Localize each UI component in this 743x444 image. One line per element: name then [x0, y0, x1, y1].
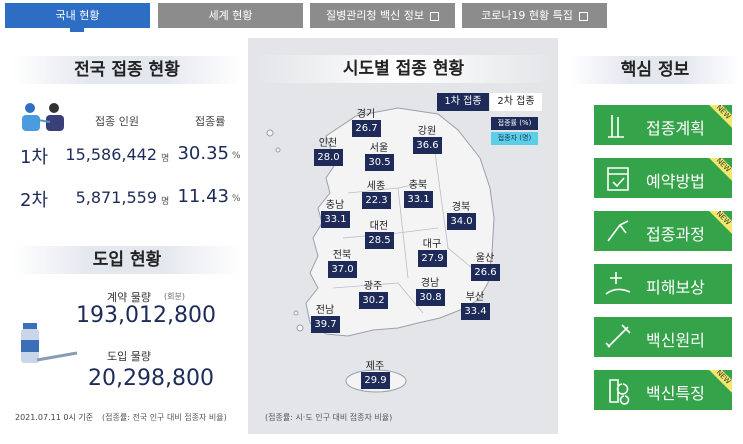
new-badge: NEW [703, 370, 732, 397]
nav-tab[interactable]: 국내 현황 [5, 3, 150, 28]
rate-unit: % [232, 151, 241, 161]
toggle-2nd[interactable]: 2차 접종 [490, 93, 542, 111]
regional-note: (접종률: 시·도 인구 대비 접종자 비율) [265, 413, 393, 422]
region-value: 30.8 [416, 289, 445, 306]
region-value: 39.7 [311, 316, 340, 333]
header-rate: 접종률 [195, 115, 226, 128]
button-label: 백신특징 [646, 384, 705, 403]
footer-date: 2021.07.11 0시 기준 [15, 413, 94, 422]
dose-rate: 11.43 [177, 186, 229, 207]
region-name: 세종 [366, 181, 386, 192]
button-label: 접종계획 [646, 119, 705, 138]
regional-title: 시도별 접종 현황 [255, 55, 552, 83]
region-name: 강원 [417, 126, 437, 137]
region-name: 경기 [356, 109, 376, 120]
button-icon [607, 167, 629, 191]
region-value: 28.5 [365, 232, 394, 249]
vaccinate-icon [22, 103, 64, 131]
dose-count: 15,586,442 [65, 145, 157, 164]
button-label: 피해보상 [646, 278, 705, 297]
dose-label: 2차 [20, 190, 49, 211]
button-icon [608, 115, 624, 138]
region-value: 30.2 [359, 292, 388, 309]
region-value: 36.6 [413, 137, 442, 154]
new-badge: NEW [703, 211, 732, 238]
national-title: 전국 접종 현황 [12, 56, 242, 84]
region-value: 22.3 [362, 192, 391, 209]
contract-label: 계약 물량 [107, 291, 151, 304]
region-value: 28.0 [314, 149, 343, 166]
key-info-button[interactable]: 접종계획 NEW [594, 105, 732, 145]
key-info-button[interactable]: 피해보상 [594, 264, 732, 304]
region-value: 27.9 [418, 250, 447, 267]
region-name: 충남 [325, 200, 345, 211]
supply-title: 도입 현황 [12, 246, 242, 274]
button-icon [609, 379, 630, 405]
key-info-button[interactable]: 백신원리 [594, 317, 732, 357]
legend-count: 접종자 (명) [491, 132, 538, 145]
contract-unit: (회분) [164, 292, 185, 301]
nav-tab[interactable]: 질병관리청 백신 정보 [310, 3, 455, 28]
region-value: 34.0 [447, 213, 476, 230]
region-name: 경북 [451, 202, 471, 213]
new-badge: NEW [703, 158, 732, 185]
external-icon [578, 11, 588, 21]
toggle-1st[interactable]: 1차 접종 [437, 93, 489, 111]
region-name: 경남 [420, 278, 440, 289]
region-value: 33.1 [321, 211, 350, 228]
button-label: 접종과정 [646, 225, 705, 244]
dose-label: 1차 [20, 147, 49, 168]
button-icon [605, 324, 631, 348]
key-info-button[interactable]: 접종과정 NEW [594, 211, 732, 251]
region-name: 울산 [475, 253, 495, 264]
header-count: 접종 인원 [95, 115, 139, 128]
tab-label: 국내 현황 [55, 9, 100, 22]
region-name: 제주 [365, 361, 385, 372]
vial-icon [21, 323, 78, 363]
button-label: 백신원리 [646, 331, 705, 350]
region-name: 광주 [363, 281, 383, 292]
button-label: 예약방법 [646, 172, 705, 191]
active-tab-marker [70, 28, 84, 32]
nav-tab[interactable]: 코로나19 현황 특집 [462, 3, 607, 28]
tab-label: 질병관리청 백신 정보 [325, 9, 425, 22]
region-name: 전북 [332, 250, 352, 261]
delivered-value: 20,298,800 [88, 366, 214, 391]
button-icon [607, 220, 629, 242]
footer-note: (접종률: 전국 인구 대비 접종자 비율) [102, 413, 227, 422]
delivered-label: 도입 물량 [107, 350, 151, 363]
region-value: 33.4 [461, 303, 490, 320]
tab-label: 코로나19 현황 특집 [481, 9, 573, 22]
region-value: 30.5 [365, 154, 394, 171]
button-icon [605, 272, 631, 295]
tab-label: 세계 현황 [208, 9, 253, 22]
external-icon [430, 11, 440, 21]
key-info-button[interactable]: 백신특징 NEW [594, 370, 732, 410]
region-name: 전남 [315, 305, 335, 316]
region-name: 서울 [369, 143, 389, 154]
dose-count: 5,871,559 [75, 188, 157, 207]
region-value: 29.9 [361, 372, 390, 389]
key-info-button[interactable]: 예약방법 NEW [594, 158, 732, 198]
region-name: 대전 [369, 221, 389, 232]
dose-rate: 30.35 [177, 143, 229, 164]
region-name: 인천 [318, 138, 338, 149]
region-name: 부산 [465, 292, 485, 303]
rate-unit: % [232, 194, 241, 204]
region-value: 26.6 [471, 264, 500, 281]
count-unit: 명 [161, 154, 170, 164]
new-badge: NEW [703, 105, 732, 132]
region-value: 33.1 [404, 191, 433, 208]
region-value: 37.0 [328, 261, 357, 278]
region-name: 대구 [422, 239, 442, 250]
nav-tab[interactable]: 세계 현황 [158, 3, 303, 28]
legend-rate: 접종률 (%) [491, 117, 538, 130]
region-name: 충북 [408, 180, 428, 191]
count-unit: 명 [161, 197, 170, 207]
key-info-title: 핵심 정보 [570, 56, 740, 84]
contract-value: 193,012,800 [76, 303, 216, 328]
region-value: 26.7 [352, 120, 381, 137]
